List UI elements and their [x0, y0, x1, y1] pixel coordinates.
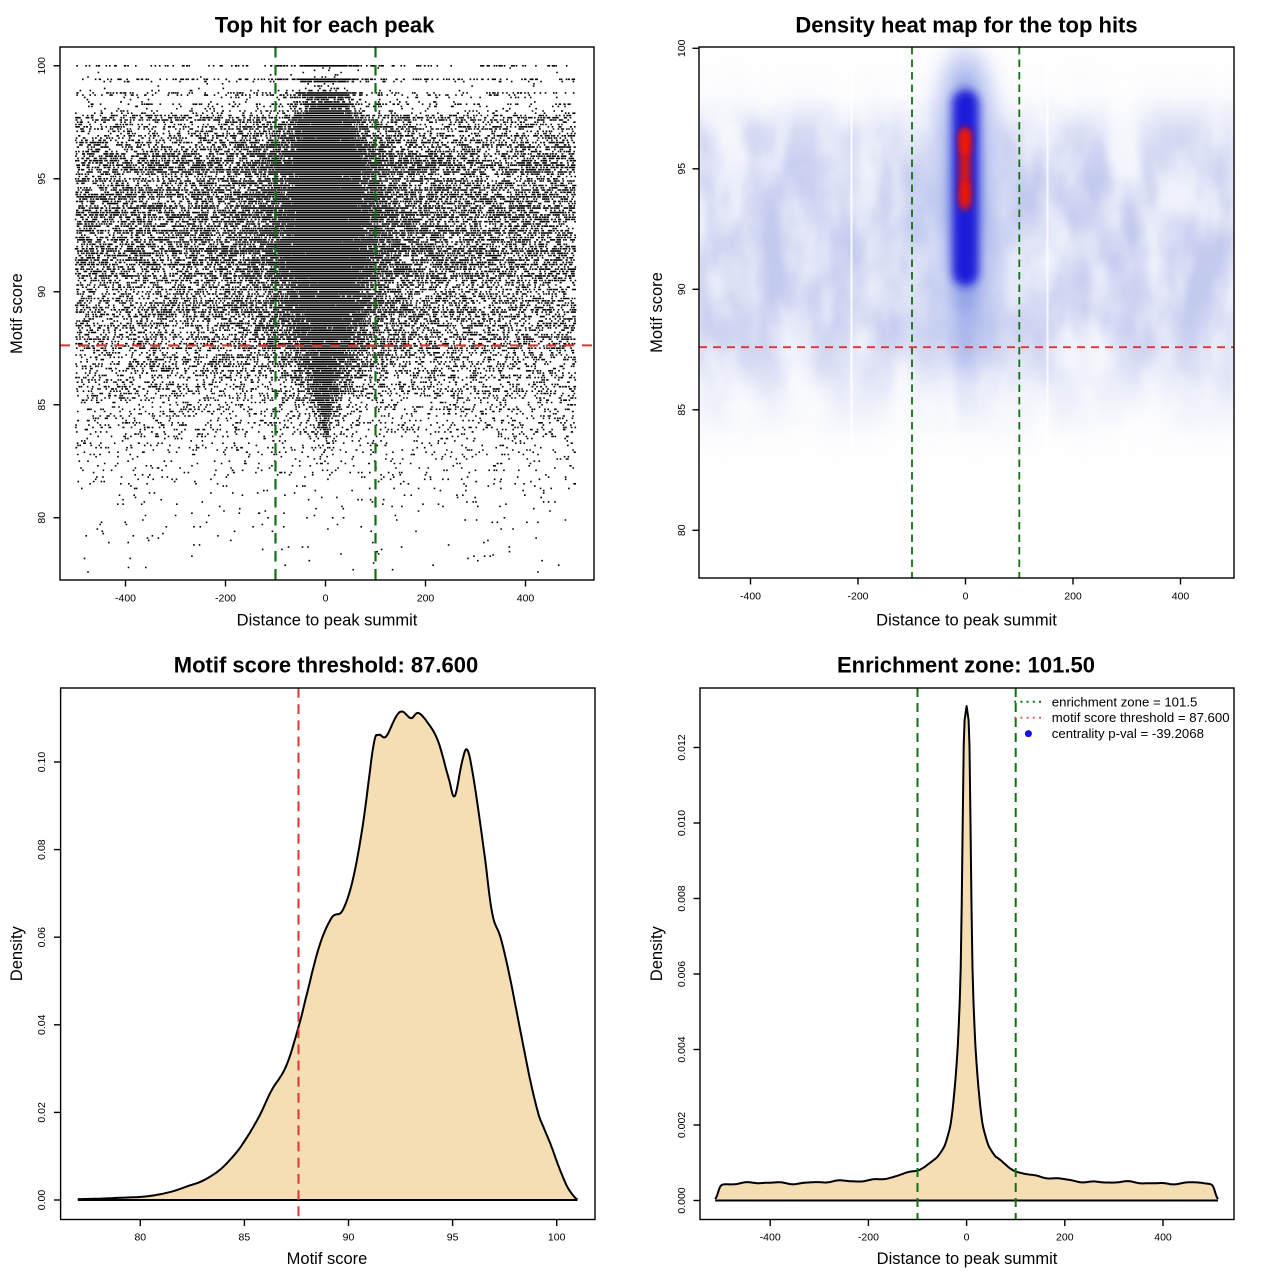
svg-text:80: 80: [676, 524, 688, 536]
svg-text:-400: -400: [740, 591, 761, 603]
svg-text:100: 100: [676, 39, 688, 57]
svg-text:90: 90: [676, 283, 688, 295]
svg-text:85: 85: [239, 1232, 251, 1244]
svg-text:90: 90: [343, 1232, 355, 1244]
svg-text:-200: -200: [215, 593, 236, 605]
svg-text:0.02: 0.02: [36, 1102, 48, 1123]
svg-text:400: 400: [1154, 1232, 1172, 1244]
svg-text:enrichment zone = 101.5: enrichment zone = 101.5: [1052, 694, 1198, 709]
svg-text:85: 85: [676, 404, 688, 416]
svg-text:100: 100: [36, 57, 48, 75]
svg-text:0: 0: [323, 593, 329, 605]
svg-text:Enrichment zone: 101.50: Enrichment zone: 101.50: [837, 652, 1095, 677]
svg-text:-400: -400: [115, 593, 136, 605]
svg-text:200: 200: [1056, 1232, 1074, 1244]
svg-text:200: 200: [417, 593, 435, 605]
svg-text:Motif score threshold: 87.600: Motif score threshold: 87.600: [174, 652, 478, 677]
svg-text:0.010: 0.010: [676, 810, 688, 836]
svg-text:Density: Density: [8, 925, 26, 981]
svg-text:0.004: 0.004: [676, 1036, 688, 1062]
svg-text:Distance to peak summit: Distance to peak summit: [876, 611, 1057, 629]
svg-text:0.06: 0.06: [36, 927, 48, 948]
svg-text:0.002: 0.002: [676, 1112, 688, 1138]
svg-text:85: 85: [36, 399, 48, 411]
svg-text:Density heat map for the top h: Density heat map for the top hits: [795, 13, 1137, 38]
svg-text:0.08: 0.08: [36, 839, 48, 860]
svg-text:-200: -200: [858, 1232, 879, 1244]
svg-text:95: 95: [36, 173, 48, 185]
svg-text:0: 0: [964, 1232, 970, 1244]
svg-text:400: 400: [517, 593, 535, 605]
svg-text:Top hit for each peak: Top hit for each peak: [215, 13, 435, 38]
svg-text:centrality p-val = -39.2068: centrality p-val = -39.2068: [1052, 726, 1204, 741]
svg-text:0.04: 0.04: [36, 1014, 48, 1035]
svg-text:-200: -200: [847, 591, 868, 603]
svg-text:90: 90: [36, 286, 48, 298]
svg-text:-400: -400: [760, 1232, 781, 1244]
svg-text:400: 400: [1172, 591, 1190, 603]
svg-text:80: 80: [134, 1232, 146, 1244]
svg-text:95: 95: [447, 1232, 459, 1244]
svg-text:Density: Density: [648, 925, 666, 981]
svg-text:0.000: 0.000: [676, 1187, 688, 1213]
svg-text:0: 0: [963, 591, 969, 603]
svg-text:Motif score: Motif score: [648, 272, 666, 353]
svg-text:motif score threshold = 87.600: motif score threshold = 87.600: [1052, 710, 1230, 725]
svg-text:100: 100: [548, 1232, 566, 1244]
svg-text:95: 95: [676, 163, 688, 175]
svg-text:Distance to peak summit: Distance to peak summit: [237, 611, 418, 629]
svg-text:80: 80: [36, 512, 48, 524]
svg-text:Motif score: Motif score: [8, 273, 26, 354]
svg-text:200: 200: [1064, 591, 1082, 603]
svg-text:0.10: 0.10: [36, 752, 48, 773]
svg-text:Distance to peak summit: Distance to peak summit: [877, 1250, 1058, 1268]
svg-text:0.008: 0.008: [676, 885, 688, 911]
svg-text:0.006: 0.006: [676, 961, 688, 987]
svg-text:Motif score: Motif score: [287, 1250, 368, 1268]
svg-text:0.00: 0.00: [36, 1190, 48, 1211]
svg-text:0.012: 0.012: [676, 734, 688, 760]
